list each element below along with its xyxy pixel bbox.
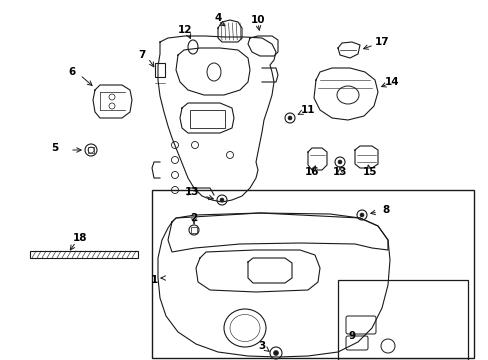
Bar bbox=[155, 63, 164, 77]
Text: 18: 18 bbox=[73, 233, 87, 243]
Text: 16: 16 bbox=[304, 167, 319, 177]
Text: 8: 8 bbox=[382, 205, 389, 215]
Bar bbox=[30, 251, 138, 258]
Circle shape bbox=[220, 198, 224, 202]
Text: 5: 5 bbox=[51, 143, 59, 153]
Text: 13: 13 bbox=[332, 167, 346, 177]
Text: 7: 7 bbox=[138, 50, 145, 60]
Circle shape bbox=[337, 160, 341, 164]
Bar bbox=[191, 227, 197, 233]
Text: 12: 12 bbox=[177, 25, 192, 35]
Text: 4: 4 bbox=[214, 13, 221, 23]
Text: 15: 15 bbox=[362, 167, 376, 177]
Text: 6: 6 bbox=[68, 67, 76, 77]
Text: 13: 13 bbox=[184, 187, 199, 197]
Bar bbox=[88, 147, 94, 153]
Text: 2: 2 bbox=[190, 213, 197, 223]
Text: 10: 10 bbox=[250, 15, 264, 25]
Text: 1: 1 bbox=[150, 275, 158, 285]
Bar bbox=[190, 110, 224, 128]
Circle shape bbox=[273, 351, 278, 355]
Text: 11: 11 bbox=[300, 105, 315, 115]
Text: 9: 9 bbox=[348, 331, 355, 341]
Text: 17: 17 bbox=[374, 37, 388, 47]
Bar bbox=[152, 190, 473, 358]
Bar bbox=[337, 280, 467, 360]
Text: 3: 3 bbox=[258, 341, 265, 351]
Circle shape bbox=[359, 213, 363, 217]
Circle shape bbox=[287, 116, 291, 120]
Text: 14: 14 bbox=[384, 77, 399, 87]
